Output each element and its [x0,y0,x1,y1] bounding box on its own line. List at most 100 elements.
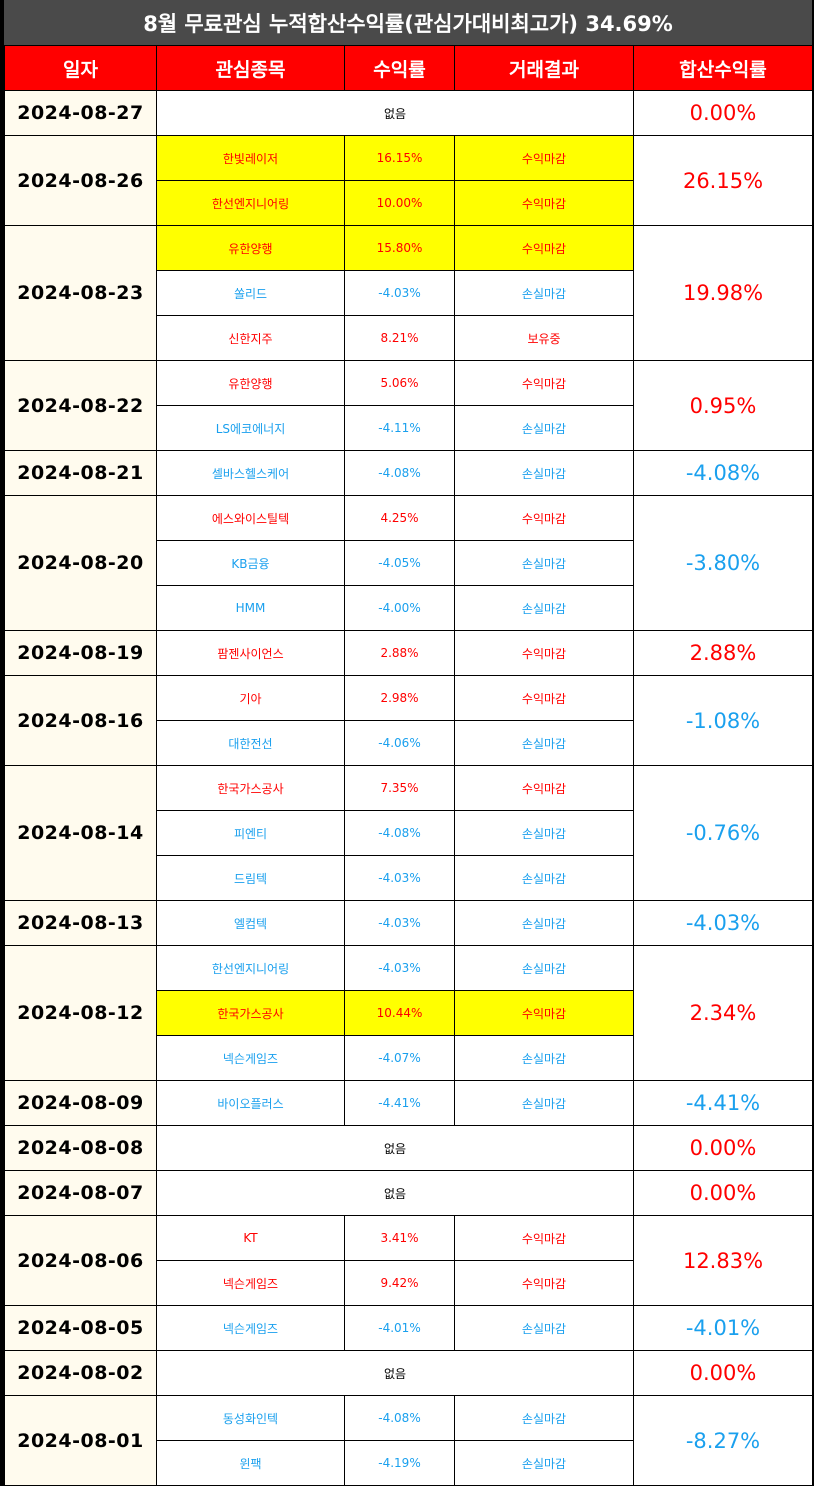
stock-name-cell: 대한전선 [156,720,345,766]
table-row: 윈팩 -4.19% 손실마감 [5,1440,813,1486]
table-row: 2024-08-08 없음 0.00% [4,1125,813,1171]
result-cell: 손실마감 [454,1035,634,1081]
table-row: 2024-08-13 엘컴텍 -4.03% 손실마감 -4.03% [4,900,813,946]
date-cell: 2024-08-22 [4,360,157,451]
stock-name-cell: 셀바스헬스케어 [156,450,345,496]
table-row: 2024-08-06 KT 3.41% 수익마감 12.83% [4,1215,813,1306]
no-trade-cell: 없음 [156,1125,634,1171]
stock-name-cell: 넥슨게임즈 [156,1035,345,1081]
rate-cell: -4.05% [344,540,455,586]
result-cell: 보유중 [454,315,634,361]
total-rate-cell: 0.00% [633,1125,813,1171]
total-rate-cell: -4.41% [633,1080,813,1126]
stock-name-cell: 드림텍 [156,855,345,901]
result-cell: 수익마감 [454,630,634,676]
date-cell: 2024-08-20 [4,495,157,631]
table-row: 한선엔지니어링 10.00% 수익마감 [5,180,813,226]
rate-cell: -4.03% [344,855,455,901]
result-cell: 수익마감 [454,360,634,406]
result-cell: 수익마감 [454,765,634,811]
table-row: 2024-08-23 유한양행 15.80% 수익마감 19.98% [4,225,813,361]
rate-cell: -4.07% [344,1035,455,1081]
result-cell: 수익마감 [454,495,634,541]
stock-name-cell: 바이오플러스 [156,1080,345,1126]
rate-cell: -4.03% [344,900,455,946]
total-rate-cell: 0.95% [633,360,813,451]
rate-cell: -4.01% [344,1305,455,1351]
stock-name-cell: 넥슨게임즈 [156,1260,345,1306]
stock-name-cell: 넥슨게임즈 [156,1305,345,1351]
stock-name-cell: KT [156,1215,345,1261]
table-row: HMM -4.00% 손실마감 [5,585,813,631]
stock-name-cell: 한국가스공사 [156,990,345,1036]
result-cell: 손실마감 [454,900,634,946]
stock-name-cell: 신한지주 [156,315,345,361]
total-rate-cell: 0.00% [633,1350,813,1396]
table-row: 쏠리드 -4.03% 손실마감 [5,270,813,316]
result-cell: 손실마감 [454,720,634,766]
total-rate-cell: -1.08% [633,675,813,766]
no-trade-cell: 없음 [156,1170,634,1216]
total-rate-cell: -4.08% [633,450,813,496]
stock-name-cell: 한선엔지니어링 [156,945,345,991]
stock-name-cell: 한국가스공사 [156,765,345,811]
header-rate: 수익률 [344,45,455,91]
date-cell: 2024-08-02 [4,1350,157,1396]
result-cell: 손실마감 [454,945,634,991]
stock-name-cell: 한선엔지니어링 [156,180,345,226]
total-rate-cell: -4.03% [633,900,813,946]
table-row: 신한지주 8.21% 보유중 [5,315,813,361]
rate-cell: -4.03% [344,270,455,316]
stock-name-cell: 에스와이스틸텍 [156,495,345,541]
total-rate-cell: -8.27% [633,1395,813,1486]
rate-cell: 4.25% [344,495,455,541]
date-cell: 2024-08-19 [4,630,157,676]
total-rate-cell: -3.80% [633,495,813,631]
stock-name-cell: 엘컴텍 [156,900,345,946]
rate-cell: 9.42% [344,1260,455,1306]
table-row: 드림텍 -4.03% 손실마감 [5,855,813,901]
result-cell: 수익마감 [454,1215,634,1261]
total-rate-cell: 0.00% [633,1170,813,1216]
rate-cell: 3.41% [344,1215,455,1261]
table-row: 2024-08-14 한국가스공사 7.35% 수익마감 -0.76% [4,765,813,901]
total-rate-cell: 12.83% [633,1215,813,1306]
result-cell: 손실마감 [454,855,634,901]
no-trade-cell: 없음 [156,90,634,136]
result-cell: 수익마감 [454,990,634,1036]
stock-name-cell: 피엔티 [156,810,345,856]
table-row: 2024-08-22 유한양행 5.06% 수익마감 0.95% [4,360,813,451]
table-row: 2024-08-09 바이오플러스 -4.41% 손실마감 -4.41% [4,1080,813,1126]
header-stock: 관심종목 [156,45,345,91]
rate-cell: 2.98% [344,675,455,721]
result-cell: 손실마감 [454,1080,634,1126]
table-body: 2024-08-27 없음 0.00% 2024-08-26 한빛레이저 16.15% 수익… [4,90,813,1486]
rate-cell: 15.80% [344,225,455,271]
rate-cell: 10.00% [344,180,455,226]
table-row: 2024-08-05 넥슨게임즈 -4.01% 손실마감 -4.01% [4,1305,813,1351]
rate-cell: 7.35% [344,765,455,811]
table-row: LS에코에너지 -4.11% 손실마감 [5,405,813,451]
stock-name-cell: 쏠리드 [156,270,345,316]
rate-cell: 16.15% [344,135,455,181]
rate-cell: -4.00% [344,585,455,631]
date-cell: 2024-08-12 [4,945,157,1081]
result-cell: 수익마감 [454,1260,634,1306]
rate-cell: -4.06% [344,720,455,766]
result-cell: 수익마감 [454,675,634,721]
rate-cell: 2.88% [344,630,455,676]
result-cell: 손실마감 [454,270,634,316]
result-cell: 수익마감 [454,135,634,181]
table-row: 대한전선 -4.06% 손실마감 [5,720,813,766]
date-cell: 2024-08-07 [4,1170,157,1216]
returns-table: 일자 관심종목 수익률 거래결과 합산수익률 2024-08-27 없음 0.00%… [4,45,813,1486]
rate-cell: -4.08% [344,1395,455,1441]
header-total: 합산수익률 [633,45,813,91]
stock-name-cell: 기아 [156,675,345,721]
result-cell: 손실마감 [454,1305,634,1351]
table-row: 넥슨게임즈 9.42% 수익마감 [5,1260,813,1306]
table-row: 2024-08-20 에스와이스틸텍 4.25% 수익마감 -3.80% [4,495,813,631]
total-rate-cell: 19.98% [633,225,813,361]
result-cell: 손실마감 [454,405,634,451]
rate-cell: -4.08% [344,450,455,496]
